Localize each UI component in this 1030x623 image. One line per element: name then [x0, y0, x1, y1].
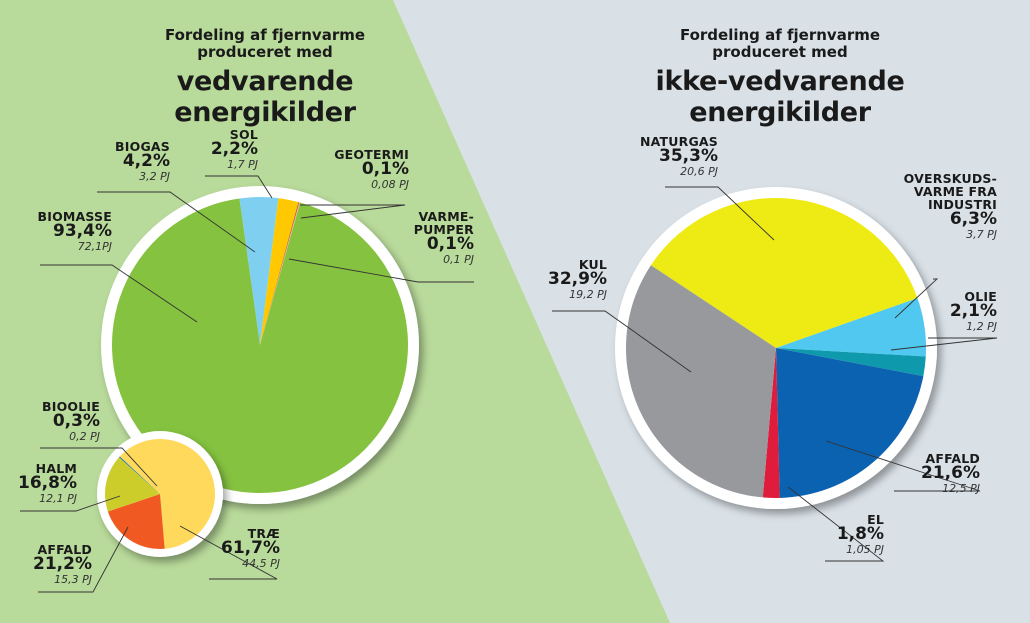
label-el: EL 1,8% 1,05 PJ — [836, 512, 884, 556]
label-olie: OLIE 2,1% 1,2 PJ — [949, 289, 997, 333]
label-naturgas: NATURGAS 35,3% 20,6 PJ — [639, 134, 718, 178]
label-biomasse: BIOMASSE 93,4% 72,1PJ — [37, 209, 112, 253]
pie-slice-sol — [260, 198, 299, 345]
pie-slice-olie — [776, 348, 926, 377]
title-main: vedvarende energikilder — [174, 65, 356, 128]
pie-slice-affald — [776, 348, 924, 498]
label-sol: SOL 2,2% 1,7 PJ — [210, 127, 258, 171]
title-line1: Fordeling af fjernvarme — [164, 26, 366, 44]
label-bioolie: BIOOLIE 0,3% 0,2 PJ — [42, 399, 100, 443]
title-renewable: Fordeling af fjernvarme produceret med v… — [90, 26, 440, 128]
title-line1: Fordeling af fjernvarme — [679, 26, 881, 44]
pie-slice-varmepumper — [260, 202, 301, 345]
pie-slice-el — [762, 348, 780, 498]
title-line2: produceret med — [712, 43, 848, 62]
label-trae: TRÆ 61,7% 44,5 PJ — [221, 526, 280, 570]
pie-slice-geotermi — [260, 202, 300, 345]
pie-slice-overskudsvarme-fra-industri — [776, 298, 926, 357]
label-varmepumper: VARME- PUMPER 0,1% 0,1 PJ — [413, 209, 474, 267]
label-affald-bio: AFFALD 21,2% 15,3 PJ — [33, 542, 92, 586]
pie-slice-halm — [104, 457, 160, 512]
pie-biomasse-breakdown — [97, 431, 223, 557]
label-affald: AFFALD 21,6% 12,5 PJ — [921, 451, 980, 495]
pie-slice-biogas — [239, 197, 279, 345]
pie-slice-affald — [107, 494, 165, 549]
title-line2: produceret med — [197, 43, 333, 62]
pie-renewable — [101, 186, 419, 504]
label-kul: KUL 32,9% 19,2 PJ — [548, 257, 607, 301]
pie-slice-naturgas — [650, 197, 918, 348]
pie-slice-kul — [625, 265, 776, 498]
title-main: ikke-vedvarende energikilder — [655, 65, 905, 128]
label-halm: HALM 16,8% 12,1 PJ — [18, 461, 77, 505]
label-overskudsvarme: OVERSKUDS- VARME FRA INDUSTRI 6,3% 3,7 P… — [903, 171, 997, 242]
label-biogas: BIOGAS 4,2% 3,2 PJ — [115, 139, 170, 183]
pie-slice-træ — [119, 438, 215, 549]
pie-slice-biomasse — [111, 198, 408, 494]
label-geotermi: GEOTERMI 0,1% 0,08 PJ — [334, 147, 409, 191]
leader-lines — [20, 175, 998, 593]
title-non-renewable: Fordeling af fjernvarme produceret med i… — [570, 26, 990, 128]
pie-slice-bioolie — [119, 456, 160, 494]
pie-non-renewable — [615, 187, 937, 509]
